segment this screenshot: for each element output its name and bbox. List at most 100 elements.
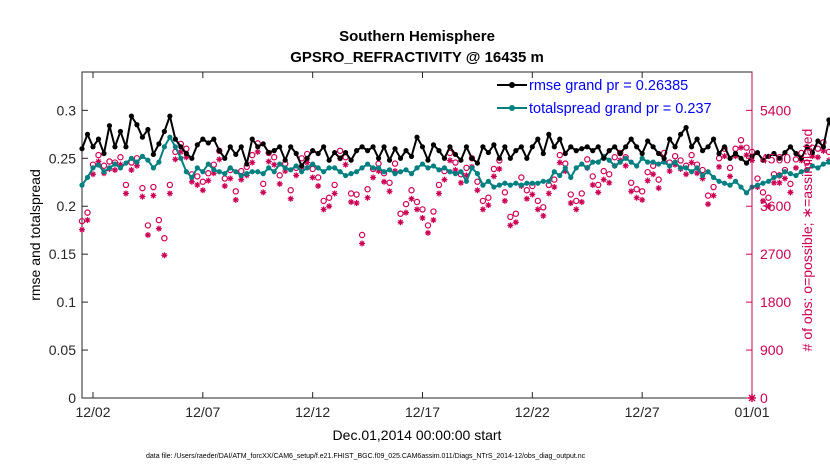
totalspread-marker bbox=[727, 182, 733, 188]
obs-assimilated-marker bbox=[474, 187, 481, 194]
legend-spread-marker bbox=[509, 105, 515, 111]
obs-assimilated-marker bbox=[194, 181, 201, 188]
obs-possible-marker bbox=[512, 210, 520, 217]
rmse-marker bbox=[672, 144, 678, 150]
totalspread-marker bbox=[469, 165, 475, 171]
rmse-marker bbox=[568, 144, 574, 150]
totalspread-marker bbox=[117, 165, 124, 171]
totalspread-marker bbox=[787, 171, 794, 177]
rmse-marker bbox=[364, 148, 371, 154]
totalspread-marker bbox=[293, 163, 299, 169]
rmse-marker bbox=[727, 155, 733, 161]
totalspread-marker bbox=[408, 171, 415, 177]
totalspread-marker bbox=[771, 174, 777, 181]
totalspread-marker bbox=[211, 167, 217, 173]
rmse-marker bbox=[359, 144, 365, 150]
rmse-marker bbox=[441, 155, 448, 161]
totalspread-marker bbox=[606, 157, 612, 163]
obs-possible-marker bbox=[287, 187, 294, 194]
totalspread-marker bbox=[694, 165, 700, 171]
obs-assimilated-marker bbox=[249, 159, 256, 166]
rmse-marker bbox=[798, 155, 805, 161]
obs-assimilated-marker bbox=[727, 173, 734, 180]
totalspread-marker bbox=[628, 159, 634, 165]
rmse-marker bbox=[205, 140, 211, 146]
obs-possible-marker bbox=[161, 234, 168, 242]
obs-assimilated-marker bbox=[271, 161, 278, 168]
rmse-marker bbox=[760, 157, 766, 163]
totalspread-series bbox=[79, 134, 830, 196]
totalspread-marker bbox=[568, 174, 574, 181]
rmse-marker bbox=[134, 122, 140, 128]
rmse-marker bbox=[293, 150, 299, 157]
rmse-marker bbox=[277, 144, 283, 150]
obs-assimilated-marker bbox=[814, 154, 821, 161]
rmse-marker bbox=[782, 149, 788, 156]
totalspread-marker bbox=[359, 165, 365, 171]
obs-assimilated-marker bbox=[496, 165, 503, 172]
rmse-marker bbox=[266, 149, 272, 156]
obs-possible-marker bbox=[688, 151, 695, 159]
y-left-tick-label: 0.3 bbox=[57, 102, 77, 118]
obs-possible-marker bbox=[150, 183, 157, 191]
totalspread-marker bbox=[326, 165, 332, 171]
totalspread-marker bbox=[348, 171, 354, 177]
totalspread-marker bbox=[238, 172, 244, 179]
x-tick-label: 12/07 bbox=[185, 404, 220, 420]
obs-possible-marker bbox=[518, 174, 525, 181]
obs-assimilated-marker bbox=[573, 206, 580, 213]
chart-title-line1: Southern Hemisphere bbox=[339, 28, 495, 45]
obs-assimilated-marker bbox=[716, 163, 723, 170]
y-axis-right: 0 900 1800 2700 3600 4500 5400 bbox=[746, 72, 791, 406]
rmse-marker bbox=[579, 146, 585, 152]
rmse-marker bbox=[315, 150, 321, 157]
obs-assimilated-marker bbox=[293, 172, 300, 179]
totalspread-marker bbox=[79, 182, 85, 188]
obs-possible-marker bbox=[463, 164, 470, 172]
obs-assimilated-marker bbox=[705, 201, 712, 208]
totalspread-marker bbox=[678, 165, 684, 171]
totalspread-marker bbox=[815, 165, 821, 171]
obs-possible-marker bbox=[787, 180, 794, 188]
rmse-marker bbox=[255, 144, 261, 150]
obs-possible-marker bbox=[155, 216, 163, 224]
rmse-marker bbox=[430, 142, 437, 148]
rmse-marker bbox=[101, 150, 107, 157]
rmse-marker bbox=[161, 128, 167, 135]
obs-possible-marker bbox=[627, 179, 635, 186]
rmse-marker bbox=[353, 148, 360, 154]
obs-assimilated-marker bbox=[529, 191, 536, 198]
obs-assimilated-marker bbox=[650, 171, 657, 178]
obs-assimilated-marker bbox=[331, 190, 338, 197]
obs-assimilated-marker bbox=[721, 153, 728, 160]
totalspread-marker bbox=[364, 161, 371, 167]
rmse-marker bbox=[139, 134, 146, 140]
obs-assimilated-marker bbox=[452, 167, 459, 174]
obs-assimilated-marker bbox=[534, 206, 541, 213]
obs-assimilated-marker bbox=[501, 197, 508, 204]
obs-assimilated-marker bbox=[463, 172, 470, 179]
obs-possible-marker bbox=[710, 183, 717, 191]
y-left-tick-label: 0.1 bbox=[57, 294, 77, 310]
totalspread-marker bbox=[419, 161, 426, 167]
obs-possible-marker bbox=[726, 164, 734, 172]
obs-assimilated-marker bbox=[738, 144, 745, 151]
rmse-marker bbox=[683, 125, 689, 131]
obs-assimilated-marker bbox=[276, 180, 283, 187]
obs-assimilated-marker bbox=[820, 147, 827, 154]
obs-possible-marker bbox=[122, 181, 130, 189]
obs-possible-marker bbox=[677, 157, 684, 164]
obs-possible-marker bbox=[600, 167, 607, 175]
rmse-marker bbox=[546, 131, 552, 137]
totalspread-marker bbox=[721, 180, 728, 186]
obs-assimilated-marker bbox=[287, 195, 294, 202]
totalspread-marker bbox=[271, 169, 277, 175]
totalspread-marker bbox=[546, 178, 552, 184]
obs-possible-marker bbox=[100, 162, 108, 169]
rmse-marker bbox=[793, 150, 799, 157]
obs-assimilated-marker bbox=[359, 240, 366, 247]
totalspread-marker bbox=[612, 163, 618, 169]
totalspread-marker bbox=[315, 165, 321, 171]
rmse-marker bbox=[189, 155, 195, 161]
rmse-marker bbox=[211, 136, 217, 142]
